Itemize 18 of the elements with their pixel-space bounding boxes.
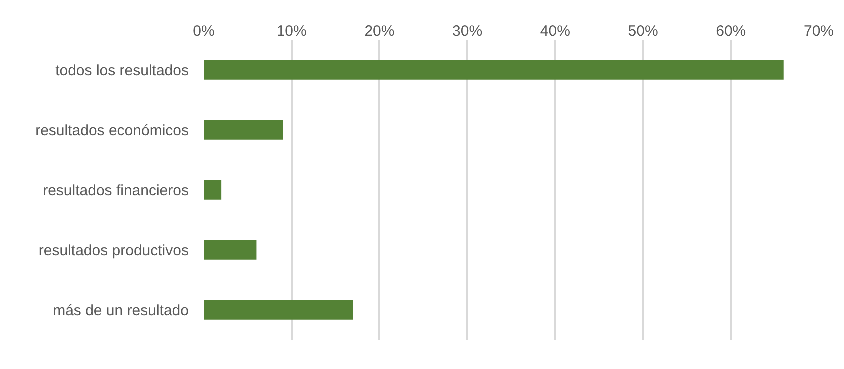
x-tick-label: 10%	[276, 23, 307, 40]
x-tick-label: 0%	[193, 23, 215, 40]
bar	[204, 120, 284, 140]
x-tick-label: 60%	[716, 23, 746, 40]
bar	[204, 180, 222, 200]
y-tick-label: todos los resultados	[56, 62, 189, 80]
x-tick-label: 40%	[540, 23, 570, 40]
x-tick-label: 50%	[628, 23, 658, 40]
bar	[204, 240, 257, 260]
bar	[204, 300, 354, 320]
y-tick-label: resultados económicos	[36, 122, 189, 140]
x-tick-label: 30%	[452, 23, 483, 40]
y-tick-label: resultados productivos	[38, 242, 189, 260]
y-tick-label: más de un resultado	[53, 302, 189, 320]
bar	[204, 60, 784, 80]
x-tick-label: 20%	[364, 23, 395, 40]
x-tick-label: 70%	[804, 23, 834, 40]
y-tick-label: resultados financieros	[43, 182, 189, 200]
